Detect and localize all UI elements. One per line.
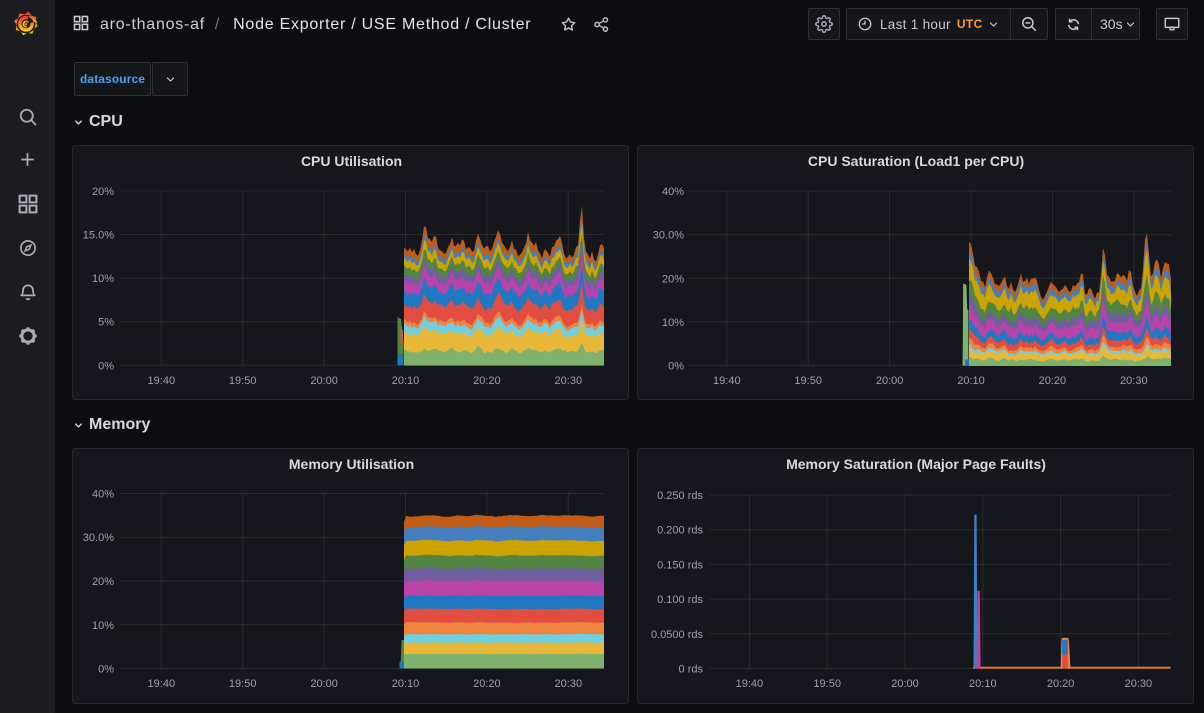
svg-text:19:50: 19:50	[813, 678, 841, 690]
svg-text:20:10: 20:10	[957, 375, 985, 387]
svg-text:19:40: 19:40	[148, 375, 176, 387]
svg-text:0.250 rds: 0.250 rds	[657, 490, 703, 502]
svg-text:0.100 rds: 0.100 rds	[657, 594, 703, 606]
svg-text:20:20: 20:20	[1039, 375, 1067, 387]
svg-text:5%: 5%	[98, 317, 114, 329]
svg-text:0%: 0%	[98, 664, 114, 676]
svg-text:40%: 40%	[662, 186, 684, 198]
svg-text:0%: 0%	[668, 361, 684, 373]
svg-text:0.150 rds: 0.150 rds	[657, 559, 703, 571]
svg-text:19:50: 19:50	[229, 375, 257, 387]
svg-text:20:00: 20:00	[310, 375, 338, 387]
svg-text:20:20: 20:20	[473, 678, 501, 690]
svg-text:20%: 20%	[92, 186, 114, 198]
svg-text:10%: 10%	[92, 273, 114, 285]
svg-text:Memory Saturation (Major Page: Memory Saturation (Major Page Faults)	[786, 456, 1046, 472]
svg-text:19:40: 19:40	[713, 375, 741, 387]
svg-text:20%: 20%	[662, 273, 684, 285]
svg-text:20:10: 20:10	[392, 678, 420, 690]
svg-text:15.0%: 15.0%	[83, 230, 114, 242]
svg-text:30.0%: 30.0%	[83, 532, 114, 544]
svg-text:CPU Utilisation: CPU Utilisation	[301, 153, 402, 169]
svg-text:CPU Saturation (Load1 per CPU): CPU Saturation (Load1 per CPU)	[808, 153, 1024, 169]
svg-text:19:40: 19:40	[148, 678, 176, 690]
svg-text:20:10: 20:10	[392, 375, 420, 387]
svg-text:0 rds: 0 rds	[679, 664, 704, 676]
svg-text:20:00: 20:00	[891, 678, 919, 690]
svg-text:40%: 40%	[92, 489, 114, 501]
svg-text:19:50: 19:50	[794, 375, 822, 387]
svg-text:0%: 0%	[98, 360, 114, 372]
svg-text:20:30: 20:30	[555, 678, 583, 690]
svg-text:Memory Utilisation: Memory Utilisation	[289, 456, 414, 472]
svg-text:30.0%: 30.0%	[653, 230, 684, 242]
svg-text:10%: 10%	[662, 317, 684, 329]
svg-text:0.0500 rds: 0.0500 rds	[651, 629, 703, 641]
svg-text:20%: 20%	[92, 576, 114, 588]
svg-text:20:30: 20:30	[555, 375, 583, 387]
svg-text:20:10: 20:10	[969, 678, 997, 690]
svg-text:19:50: 19:50	[229, 678, 257, 690]
svg-text:20:30: 20:30	[1120, 375, 1148, 387]
svg-text:20:00: 20:00	[310, 678, 338, 690]
svg-text:20:00: 20:00	[876, 375, 904, 387]
svg-text:10%: 10%	[92, 620, 114, 632]
svg-text:20:20: 20:20	[1047, 678, 1075, 690]
svg-text:20:30: 20:30	[1125, 678, 1153, 690]
svg-text:19:40: 19:40	[736, 678, 764, 690]
svg-text:0.200 rds: 0.200 rds	[657, 525, 703, 537]
svg-text:20:20: 20:20	[473, 375, 501, 387]
